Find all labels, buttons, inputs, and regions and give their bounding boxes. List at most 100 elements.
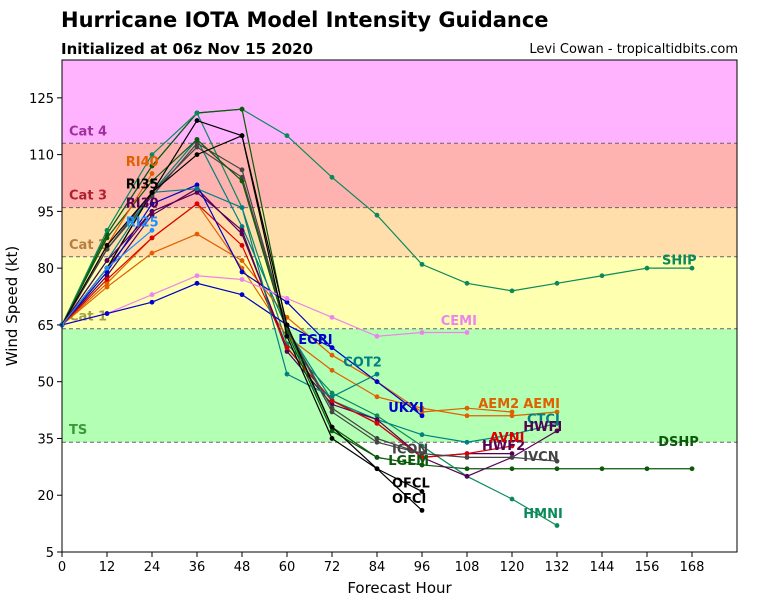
data-point-dshp — [239, 106, 245, 112]
data-point-ukxi — [239, 269, 245, 275]
chart-subtitle: Initialized at 06z Nov 15 2020 — [61, 40, 314, 58]
band-label-5: Cat 4 — [69, 124, 107, 139]
data-point-ivcn — [554, 458, 560, 464]
data-point-icon — [329, 409, 335, 415]
band-2 — [62, 256, 737, 329]
data-point-aemi — [464, 413, 470, 419]
x-tick-label: 48 — [234, 560, 251, 575]
data-point-ukxi — [374, 379, 380, 385]
data-point-hwfi — [464, 473, 470, 479]
data-point-avni — [419, 454, 425, 460]
y-tick-label: 5 — [46, 546, 54, 561]
model-series — [59, 106, 695, 528]
data-point-ofci — [194, 118, 200, 123]
data-point-ship — [689, 265, 695, 271]
data-point-ship — [374, 212, 380, 218]
data-point-avni — [329, 398, 335, 404]
data-point-ri25 — [104, 265, 110, 271]
data-point-hwf2 — [149, 212, 155, 218]
data-point-avni — [149, 235, 155, 241]
data-point-egri — [149, 299, 155, 305]
y-axis-ticks: 5 20 35 50 65 80 95 110 125 — [29, 92, 62, 561]
data-point-ctci — [464, 439, 470, 445]
data-point-aemi — [374, 394, 380, 400]
y-tick-label: 20 — [37, 489, 54, 504]
data-point-ship — [554, 280, 560, 286]
data-point-cot2 — [194, 186, 200, 192]
model-label-ri40: RI40 — [126, 155, 159, 170]
y-tick-label: 35 — [37, 432, 54, 447]
data-point-avni — [374, 420, 380, 426]
data-point-cemi — [419, 330, 425, 335]
data-point-hmni — [419, 443, 425, 449]
data-point-ofci — [239, 133, 245, 139]
data-point-ukxi — [104, 269, 110, 275]
data-point-avni — [239, 243, 245, 248]
data-point-aemi — [554, 409, 560, 415]
data-point-hmni — [329, 390, 335, 396]
y-tick-label: 95 — [37, 205, 54, 220]
data-point-lgem — [329, 428, 335, 434]
data-point-ri25 — [149, 227, 155, 233]
data-point-ofci — [329, 436, 335, 441]
y-axis-label: Wind Speed (kt) — [3, 246, 21, 367]
data-point-cot2 — [329, 394, 335, 400]
data-point-ivcn — [194, 144, 200, 150]
data-point-avni — [104, 277, 110, 282]
data-point-lgem — [419, 462, 425, 468]
data-point-ivcn — [374, 436, 380, 441]
data-point-ri40 — [149, 171, 155, 176]
y-tick-label: 125 — [29, 92, 54, 107]
data-point-lgem — [104, 235, 110, 241]
data-point-ship — [284, 133, 290, 139]
model-label-egri: EGRI — [298, 333, 332, 348]
series-ri25 — [59, 227, 155, 328]
data-point-ctci — [419, 432, 425, 438]
x-tick-label: 84 — [369, 560, 386, 575]
data-point-ofcl — [284, 322, 290, 328]
data-point-ofci — [284, 333, 290, 339]
y-tick-label: 110 — [29, 149, 54, 164]
data-point-hmni — [554, 523, 560, 528]
data-point-avni — [464, 451, 470, 456]
data-point-cot2 — [284, 371, 290, 377]
model-label-ukxi: UKXI — [388, 401, 424, 416]
model-label-hmni: HMNI — [523, 507, 563, 522]
data-point-aem2 — [509, 409, 515, 415]
data-point-egri — [239, 292, 245, 298]
data-point-ivcn — [464, 454, 470, 460]
data-point-ctci — [509, 432, 515, 438]
model-label-lgem: LGEM — [388, 454, 429, 469]
band-label-4: Cat 3 — [69, 189, 107, 204]
data-point-hwf2 — [509, 451, 515, 456]
data-point-cot2 — [374, 371, 380, 377]
band-1 — [62, 328, 737, 443]
model-label-cot2: COT2 — [343, 356, 382, 371]
data-point-ri30 — [104, 258, 110, 263]
data-point-hmni — [194, 110, 200, 116]
data-point-ship — [464, 280, 470, 286]
data-point-icon — [374, 439, 380, 445]
model-label-avni: AVNI — [490, 431, 525, 446]
data-point-icon — [194, 140, 200, 146]
x-tick-label: 36 — [189, 560, 206, 575]
x-tick-label: 156 — [635, 560, 660, 575]
band-4 — [62, 143, 737, 208]
model-label-ri35: RI35 — [126, 178, 159, 193]
data-point-cemi — [284, 296, 290, 301]
band-label-1: TS — [69, 423, 87, 438]
model-label-hwfi: HWFI — [523, 420, 562, 435]
data-point-ukxi — [284, 299, 290, 305]
data-point-ukxi — [419, 413, 425, 419]
data-point-hwfi — [554, 428, 560, 434]
band-0 — [62, 442, 737, 552]
model-label-ofci: OFCI — [392, 492, 426, 507]
data-point-hmni — [149, 152, 155, 158]
model-label-icon: ICON — [392, 443, 428, 458]
x-axis-label: Forecast Hour — [347, 579, 452, 597]
data-point-egri — [329, 345, 335, 351]
data-point-egri — [194, 280, 200, 286]
data-point-aemi — [329, 367, 335, 373]
x-tick-label: 12 — [99, 560, 116, 575]
data-point-avni — [509, 443, 515, 449]
